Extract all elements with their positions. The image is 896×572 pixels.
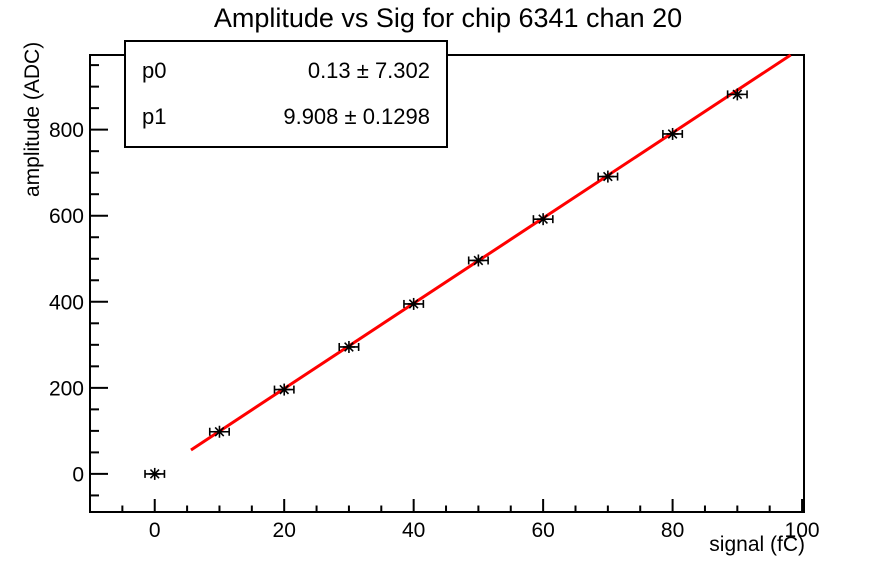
y-tick-label: 800	[49, 119, 84, 142]
y-tick-label: 400	[49, 291, 84, 314]
x-tick-label: 20	[273, 519, 296, 542]
x-tick-label: 100	[785, 519, 820, 542]
data-point-marker	[214, 426, 225, 437]
y-tick-label: 0	[72, 463, 84, 486]
data-point-marker	[149, 469, 160, 479]
fit-line	[190, 53, 792, 452]
x-tick-label: 0	[149, 519, 161, 542]
x-tick-label: 80	[661, 519, 684, 542]
y-tick-label: 600	[49, 205, 84, 228]
data-point-marker	[667, 129, 678, 139]
stats-param-value: 0.13 ± 7.302	[307, 58, 430, 83]
stats-param-value: 9.908 ± 0.1298	[283, 104, 430, 129]
stats-row-p0: p0 0.13 ± 7.302	[142, 58, 430, 84]
y-axis-label: amplitude (ADC)	[21, 41, 44, 197]
data-point-marker	[473, 255, 484, 266]
data-point-marker	[408, 299, 419, 309]
stats-param-name: p0	[142, 58, 167, 83]
stats-box: p0 0.13 ± 7.302 p1 9.908 ± 0.1298	[124, 40, 448, 148]
x-tick-label: 40	[402, 519, 425, 542]
data-point-marker	[732, 89, 743, 100]
data-point-marker	[279, 384, 290, 395]
chart-title: Amplitude vs Sig for chip 6341 chan 20	[213, 3, 683, 33]
stats-row-p1: p1 9.908 ± 0.1298	[142, 104, 430, 130]
y-tick-label: 200	[49, 377, 84, 400]
x-axis-label: signal (fC)	[709, 533, 805, 556]
stats-param-name: p1	[142, 104, 167, 129]
x-tick-label: 60	[531, 519, 554, 542]
data-point-marker	[344, 342, 354, 352]
data-point-marker	[602, 171, 613, 182]
data-point-marker	[538, 214, 548, 225]
